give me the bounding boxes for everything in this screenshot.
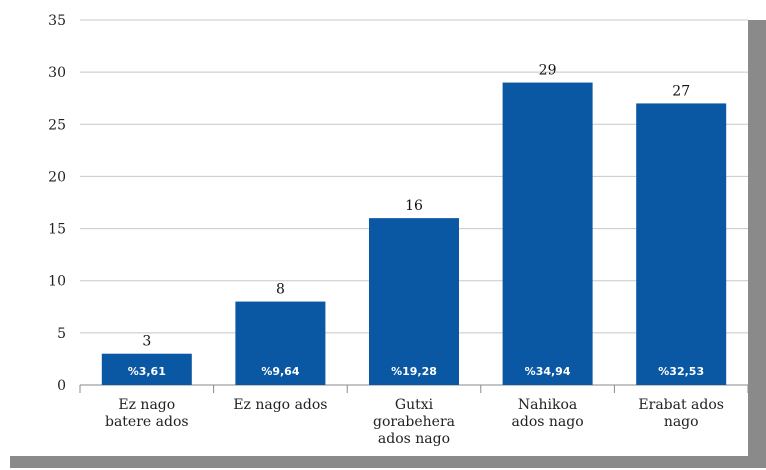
bar[interactable] [369, 218, 459, 385]
x-tick-label-line: Nahikoa [518, 397, 577, 413]
y-tick-label: 0 [57, 378, 66, 394]
x-tick-label-line: batere ados [105, 414, 189, 430]
y-tick-label: 5 [57, 326, 66, 342]
x-tick-label-line: Ez nago [118, 397, 175, 413]
percent-label: %19,28 [391, 365, 437, 378]
bar[interactable] [235, 301, 326, 385]
y-tick-label: 10 [48, 274, 66, 290]
bar[interactable] [636, 103, 727, 385]
y-tick-label: 25 [48, 117, 66, 133]
x-tick-label: Ez nago batere ados [105, 397, 189, 430]
x-tick-label-line: Gutxi [395, 397, 434, 413]
bar[interactable] [101, 353, 192, 385]
x-tick-label: Ez nago ados [233, 397, 327, 413]
bar[interactable] [502, 82, 593, 386]
y-tick-label: 20 [48, 169, 66, 185]
percent-label: %9,64 [261, 365, 300, 378]
data-label: 3 [142, 334, 151, 350]
data-label: 27 [672, 83, 690, 99]
data-label: 29 [539, 63, 557, 79]
percent-label: %3,61 [128, 365, 166, 378]
x-tick-label-line: ados nago [512, 414, 584, 430]
x-tick-label: Erabat ados nago [638, 397, 724, 430]
x-tick-label-line: ados nago [378, 431, 450, 447]
x-tick-label: Nahikoa ados nago [512, 397, 584, 430]
y-tick-label: 15 [48, 222, 66, 238]
data-label: 16 [405, 198, 423, 214]
percent-label: %32,53 [658, 365, 704, 378]
x-tick-label-line: gorabehera [373, 414, 455, 430]
x-tick-label-line: Ez nago ados [233, 397, 327, 413]
chart-card: 0 5 10 15 20 25 30 35 3 %3,61 Ez nago batere ados 8%… [48, 13, 748, 447]
percent-label: %34,94 [525, 365, 571, 378]
x-tick-label: Gutxi gorabehera ados nago [373, 397, 455, 447]
x-tick-label-line: nago [664, 414, 699, 430]
data-label: 8 [276, 282, 285, 298]
x-tick-label-line: Erabat ados [638, 397, 724, 413]
y-tick-label: 35 [48, 13, 66, 29]
y-tick-label: 30 [48, 65, 66, 81]
bar-chart: 0 5 10 15 20 25 30 35 3 %3,61 Ez nago batere ados 8%… [48, 13, 748, 447]
